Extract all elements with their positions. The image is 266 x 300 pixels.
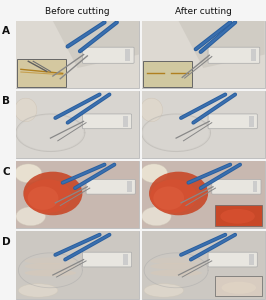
Bar (123, 116, 128, 127)
Bar (142, 161, 265, 228)
Ellipse shape (140, 98, 163, 122)
Ellipse shape (24, 258, 76, 264)
Bar (16, 161, 139, 228)
Bar (142, 231, 265, 298)
Ellipse shape (16, 207, 45, 226)
Text: Before cutting: Before cutting (45, 7, 110, 16)
Ellipse shape (15, 164, 42, 183)
Ellipse shape (150, 258, 202, 264)
Bar (16, 231, 139, 298)
Ellipse shape (28, 186, 59, 210)
Bar (16, 91, 139, 158)
Bar (126, 49, 130, 61)
Ellipse shape (24, 270, 76, 276)
Ellipse shape (15, 98, 37, 122)
Polygon shape (53, 21, 139, 68)
FancyBboxPatch shape (208, 47, 260, 63)
Bar (143, 61, 192, 87)
Bar (123, 254, 128, 265)
Bar (142, 91, 265, 158)
Text: A: A (2, 26, 10, 36)
Ellipse shape (149, 172, 208, 215)
Ellipse shape (23, 172, 82, 215)
FancyBboxPatch shape (82, 114, 132, 129)
Ellipse shape (140, 164, 168, 183)
FancyBboxPatch shape (212, 179, 261, 194)
Ellipse shape (24, 179, 71, 213)
Ellipse shape (220, 209, 255, 224)
Ellipse shape (144, 284, 184, 297)
FancyBboxPatch shape (82, 47, 134, 63)
Ellipse shape (150, 263, 202, 270)
Bar (16, 21, 139, 88)
Bar (215, 276, 262, 296)
Ellipse shape (153, 186, 184, 210)
Bar (253, 182, 257, 192)
Bar (17, 58, 66, 87)
Text: After cutting: After cutting (175, 7, 232, 16)
Text: B: B (2, 97, 10, 106)
Polygon shape (178, 21, 265, 68)
FancyBboxPatch shape (86, 179, 135, 194)
FancyBboxPatch shape (208, 252, 257, 267)
Ellipse shape (142, 207, 171, 226)
Ellipse shape (18, 284, 58, 297)
Ellipse shape (150, 179, 197, 213)
FancyBboxPatch shape (208, 114, 257, 129)
Text: C: C (3, 167, 10, 177)
Bar (249, 116, 254, 127)
Bar (142, 21, 265, 88)
Ellipse shape (150, 270, 202, 276)
Bar (249, 254, 254, 265)
Bar (251, 49, 256, 61)
Text: D: D (2, 237, 11, 247)
Bar (215, 205, 262, 226)
Ellipse shape (24, 263, 76, 270)
Bar (127, 182, 132, 192)
Ellipse shape (222, 282, 256, 294)
FancyBboxPatch shape (82, 252, 132, 267)
